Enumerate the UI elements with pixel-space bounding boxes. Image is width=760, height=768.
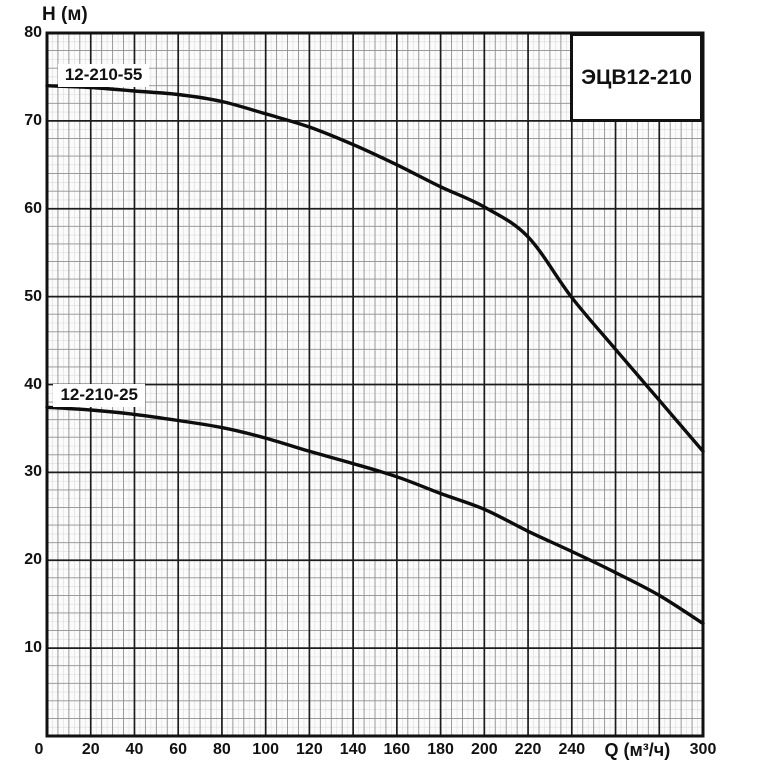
- x-tick-60: 60: [169, 741, 188, 758]
- y-tick-10: 10: [24, 639, 42, 657]
- model-title: ЭЦВ12-210: [581, 65, 692, 89]
- y-tick-50: 50: [24, 287, 42, 305]
- x-tick-80: 80: [213, 741, 231, 758]
- x-tick-300: 300: [689, 741, 717, 758]
- x-tick-100: 100: [252, 741, 279, 758]
- x-tick-180: 180: [427, 741, 454, 758]
- x-tick-160: 160: [383, 741, 411, 758]
- y-axis-title: H (м): [42, 4, 88, 25]
- x-tick-140: 140: [339, 741, 367, 758]
- x-tick-220: 220: [514, 741, 542, 758]
- curve-12-210-25: [45, 405, 705, 626]
- x-tick-0: 0: [34, 741, 44, 758]
- x-tick-120: 120: [296, 741, 323, 758]
- y-tick-80: 80: [24, 24, 42, 41]
- y-tick-20: 20: [24, 551, 42, 569]
- x-tick-240: 240: [558, 741, 586, 758]
- model-title-box: ЭЦВ12-210: [570, 33, 703, 122]
- y-tick-30: 30: [24, 463, 42, 481]
- curve-12-210-55: [45, 84, 705, 453]
- y-tick-60: 60: [24, 199, 42, 217]
- curve-label-12-210-25: 12-210-25: [53, 383, 145, 407]
- y-tick-40: 40: [24, 375, 42, 393]
- y-tick-70: 70: [24, 111, 42, 129]
- x-axis-title: Q (м³/ч): [604, 740, 671, 760]
- plot-border: [45, 31, 705, 738]
- curve-label-12-210-55: 12-210-55: [57, 63, 150, 87]
- x-tick-200: 200: [470, 741, 498, 758]
- x-tick-20: 20: [81, 741, 100, 758]
- x-tick-40: 40: [125, 741, 144, 758]
